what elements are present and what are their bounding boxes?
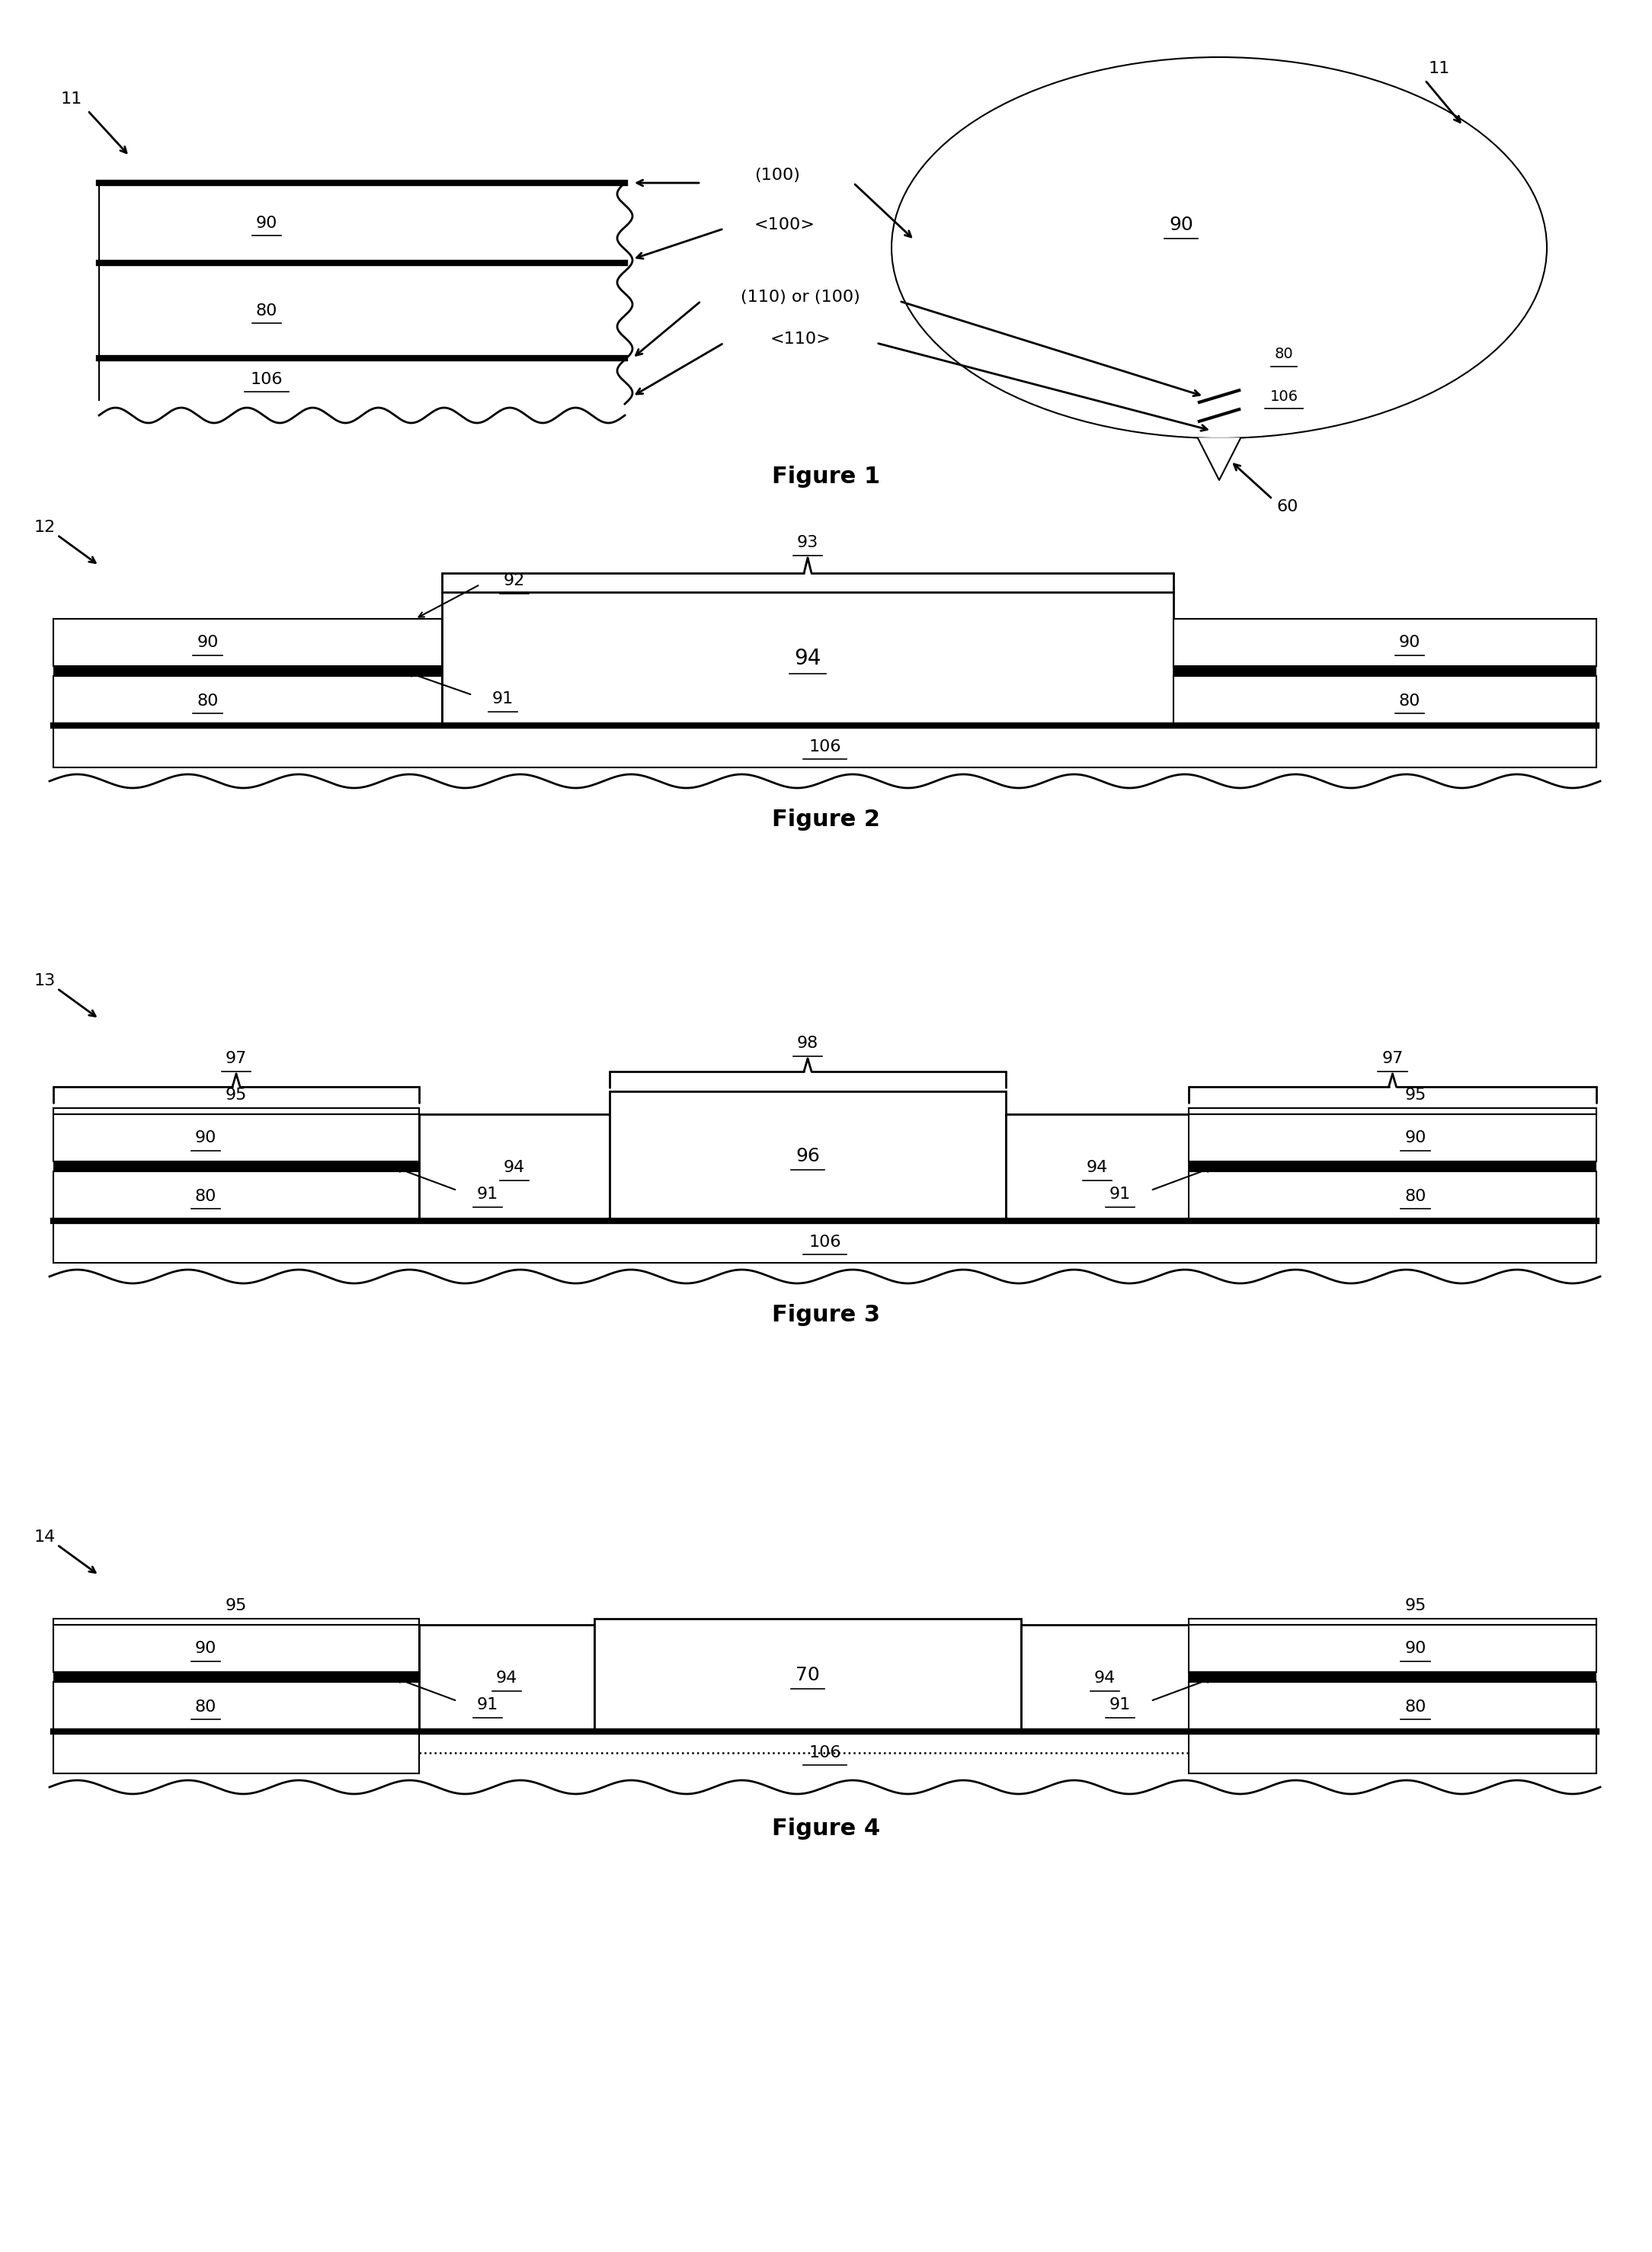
Bar	[1021, 1624, 1189, 1732]
Bar	[1189, 1162, 1596, 1171]
Text: 80: 80	[1404, 1189, 1426, 1205]
Polygon shape	[1198, 439, 1241, 480]
Text: 91: 91	[477, 1187, 499, 1203]
Text: 94: 94	[496, 1671, 517, 1687]
Text: 80: 80	[1399, 694, 1421, 709]
Bar	[53, 667, 443, 676]
Text: 96: 96	[796, 1146, 819, 1164]
Bar	[443, 592, 1173, 725]
Bar	[53, 1619, 420, 1624]
Text: 11: 11	[1429, 61, 1450, 77]
Text: 98: 98	[796, 1036, 818, 1052]
Text: 60: 60	[1277, 500, 1298, 513]
Text: 90: 90	[1399, 635, 1421, 651]
Text: 95: 95	[1404, 1599, 1426, 1612]
Bar	[1189, 1115, 1596, 1162]
Bar	[1189, 1619, 1596, 1624]
Text: <110>: <110>	[770, 331, 831, 347]
Text: 91: 91	[1110, 1187, 1132, 1203]
Text: 80: 80	[256, 304, 278, 318]
Text: 80: 80	[195, 1189, 216, 1205]
Bar	[53, 619, 443, 667]
Text: 90: 90	[1170, 216, 1193, 234]
Bar	[53, 1108, 420, 1115]
Text: 94: 94	[795, 649, 821, 669]
Text: 95: 95	[1404, 1088, 1426, 1103]
Ellipse shape	[892, 56, 1546, 439]
Text: 106: 106	[809, 1234, 841, 1250]
Bar	[420, 1624, 595, 1732]
Text: Figure 3: Figure 3	[771, 1304, 881, 1326]
Text: 90: 90	[197, 635, 218, 651]
Bar	[53, 1171, 420, 1221]
Text: 95: 95	[225, 1088, 248, 1103]
Text: 12: 12	[35, 520, 56, 536]
Text: 80: 80	[1404, 1698, 1426, 1714]
Bar	[53, 1732, 420, 1772]
Text: 14: 14	[35, 1529, 56, 1545]
Text: 91: 91	[492, 691, 514, 707]
Text: 90: 90	[1404, 1642, 1426, 1655]
Text: 106: 106	[251, 372, 282, 387]
Bar	[1189, 1732, 1596, 1772]
Text: 106: 106	[809, 1745, 841, 1761]
Text: Figure 2: Figure 2	[771, 808, 881, 831]
Bar	[1189, 1624, 1596, 1671]
Bar	[53, 1671, 420, 1682]
Text: 91: 91	[477, 1698, 499, 1712]
Bar	[1189, 1108, 1596, 1115]
Bar	[53, 1221, 1596, 1263]
Text: 90: 90	[195, 1131, 216, 1146]
Bar	[1189, 1171, 1596, 1221]
Bar	[1006, 1115, 1189, 1221]
Text: 91: 91	[1110, 1698, 1132, 1712]
FancyBboxPatch shape	[53, 725, 1596, 768]
Bar	[1173, 676, 1596, 725]
Bar	[1173, 667, 1596, 676]
Text: 106: 106	[809, 739, 841, 754]
Text: 106: 106	[1270, 390, 1298, 403]
Bar	[53, 1624, 420, 1671]
Bar	[53, 676, 443, 725]
Text: 94: 94	[1087, 1160, 1108, 1176]
Text: (110) or (100): (110) or (100)	[740, 291, 859, 304]
Bar	[1189, 1682, 1596, 1732]
Text: 80: 80	[195, 1698, 216, 1714]
Text: 90: 90	[256, 216, 278, 230]
Bar	[1173, 619, 1596, 667]
Text: 80: 80	[197, 694, 218, 709]
Bar	[53, 1682, 420, 1732]
Text: <100>: <100>	[755, 216, 816, 232]
Bar	[610, 1092, 1006, 1221]
Bar	[1189, 1671, 1596, 1682]
Bar	[53, 1115, 420, 1162]
Bar	[595, 1619, 1021, 1732]
Text: 94: 94	[504, 1160, 525, 1176]
Text: Figure 4: Figure 4	[771, 1817, 881, 1840]
Text: 90: 90	[195, 1642, 216, 1655]
Text: (100): (100)	[755, 167, 800, 182]
Text: 94: 94	[1094, 1671, 1115, 1687]
Text: 97: 97	[1381, 1052, 1403, 1065]
Text: 13: 13	[35, 973, 56, 989]
Text: 80: 80	[1275, 347, 1294, 363]
Bar	[53, 1162, 420, 1171]
Text: Figure 1: Figure 1	[771, 466, 881, 486]
Text: 97: 97	[225, 1052, 248, 1065]
Text: 95: 95	[225, 1599, 248, 1612]
Text: 93: 93	[796, 536, 818, 549]
Text: 90: 90	[1404, 1131, 1426, 1146]
Text: 11: 11	[61, 92, 83, 106]
Text: 92: 92	[504, 572, 525, 588]
Text: 70: 70	[796, 1666, 819, 1684]
Bar	[420, 1115, 610, 1221]
